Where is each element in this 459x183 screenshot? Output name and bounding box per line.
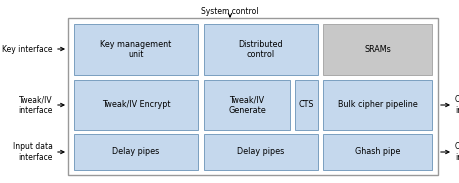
Text: System control: System control	[201, 7, 258, 16]
Text: Output data
interface: Output data interface	[454, 95, 459, 115]
Text: CTS: CTS	[298, 100, 313, 109]
Bar	[74, 134, 197, 170]
Text: Key management
unit: Key management unit	[100, 40, 171, 59]
Text: Tweak/IV
interface: Tweak/IV interface	[18, 95, 53, 115]
Bar	[203, 80, 289, 130]
Text: Delay pipes: Delay pipes	[112, 147, 159, 156]
Bar	[322, 80, 431, 130]
Text: Delay pipes: Delay pipes	[237, 147, 284, 156]
Bar	[294, 80, 317, 130]
Text: Key interface: Key interface	[2, 44, 53, 53]
Bar	[68, 18, 437, 175]
Bar	[203, 24, 317, 75]
Bar	[322, 24, 431, 75]
Text: Ghash pipe: Ghash pipe	[354, 147, 399, 156]
Bar	[74, 80, 197, 130]
Bar	[203, 134, 317, 170]
Text: Tweak/IV
Generate: Tweak/IV Generate	[228, 95, 265, 115]
Text: Input data
interface: Input data interface	[13, 142, 53, 162]
Bar	[74, 24, 197, 75]
Text: Distributed
control: Distributed control	[238, 40, 283, 59]
Text: Output tag
interface: Output tag interface	[454, 142, 459, 162]
Text: SRAMs: SRAMs	[364, 45, 390, 54]
Bar	[322, 134, 431, 170]
Text: Bulk cipher pipeline: Bulk cipher pipeline	[337, 100, 416, 109]
Text: Tweak/IV Encrypt: Tweak/IV Encrypt	[101, 100, 170, 109]
